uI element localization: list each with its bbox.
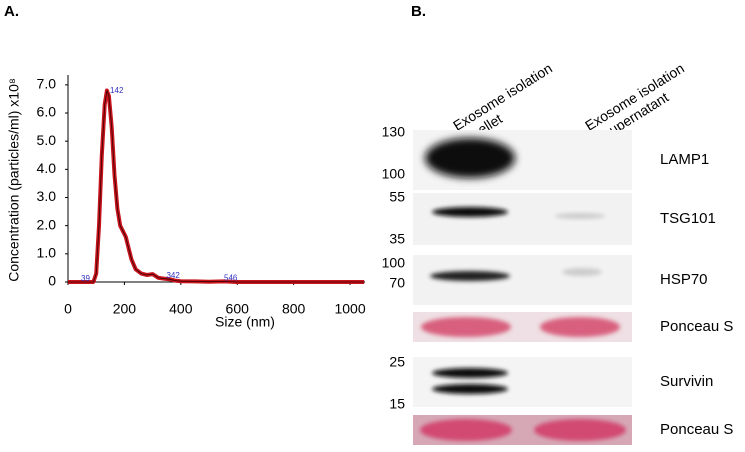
- y-tick-label: 5.0: [37, 132, 57, 148]
- blot-strip: [413, 255, 632, 305]
- mw-marker: 35: [389, 231, 405, 247]
- band: [432, 384, 508, 394]
- band: [562, 268, 602, 276]
- mw-marker: 70: [389, 275, 405, 291]
- band: [555, 213, 605, 219]
- band: [425, 138, 515, 178]
- protein-label: LAMP1: [660, 151, 709, 168]
- x-tick-label: 0: [64, 301, 72, 317]
- protein-label: Ponceau S: [660, 318, 733, 335]
- peak-label: 142: [110, 86, 124, 95]
- x-tick-label: 200: [113, 301, 137, 317]
- mw-marker: 100: [382, 166, 406, 182]
- mw-marker: 15: [389, 396, 405, 412]
- protein-label: Survivin: [660, 373, 713, 390]
- y-tick-label: 6.0: [37, 104, 57, 120]
- x-tick-label: 400: [169, 301, 193, 317]
- y-tick-label: 0: [48, 273, 56, 289]
- y-tick-label: 2.0: [37, 216, 57, 232]
- data-line-core: [68, 90, 365, 283]
- band: [432, 207, 508, 217]
- panel-label: A.: [4, 3, 19, 20]
- peak-label: 342: [166, 271, 180, 280]
- panel-label: B.: [411, 3, 426, 20]
- y-tick-label: 7.0: [37, 76, 57, 92]
- x-axis-label: Size (nm): [215, 314, 275, 330]
- data-line: [68, 88, 365, 284]
- protein-label: Ponceau S: [660, 421, 733, 438]
- protein-label: TSG101: [660, 210, 716, 227]
- mw-marker: 130: [382, 124, 406, 140]
- protein-label: HSP70: [660, 271, 708, 288]
- band: [421, 317, 511, 337]
- mw-marker: 55: [389, 189, 405, 205]
- x-tick-label: 600: [226, 301, 250, 317]
- peak-label: 39: [81, 274, 90, 283]
- y-tick-label: 4.0: [37, 160, 57, 176]
- y-tick-label: 1.0: [37, 245, 57, 261]
- blot-strip: [413, 193, 632, 245]
- y-axis-label: Concentration (particles/ml) x10⁸: [6, 78, 22, 282]
- mw-marker: 25: [389, 354, 405, 370]
- y-tick-label: 3.0: [37, 188, 57, 204]
- x-tick-label: 1000: [334, 301, 365, 317]
- band: [432, 368, 508, 378]
- band: [534, 419, 626, 441]
- mw-marker: 100: [382, 255, 406, 271]
- blot-strip: [413, 357, 632, 407]
- band: [430, 271, 510, 281]
- band: [540, 317, 620, 337]
- x-tick-label: 800: [282, 301, 306, 317]
- peak-label: 546: [224, 274, 238, 283]
- band: [420, 419, 512, 441]
